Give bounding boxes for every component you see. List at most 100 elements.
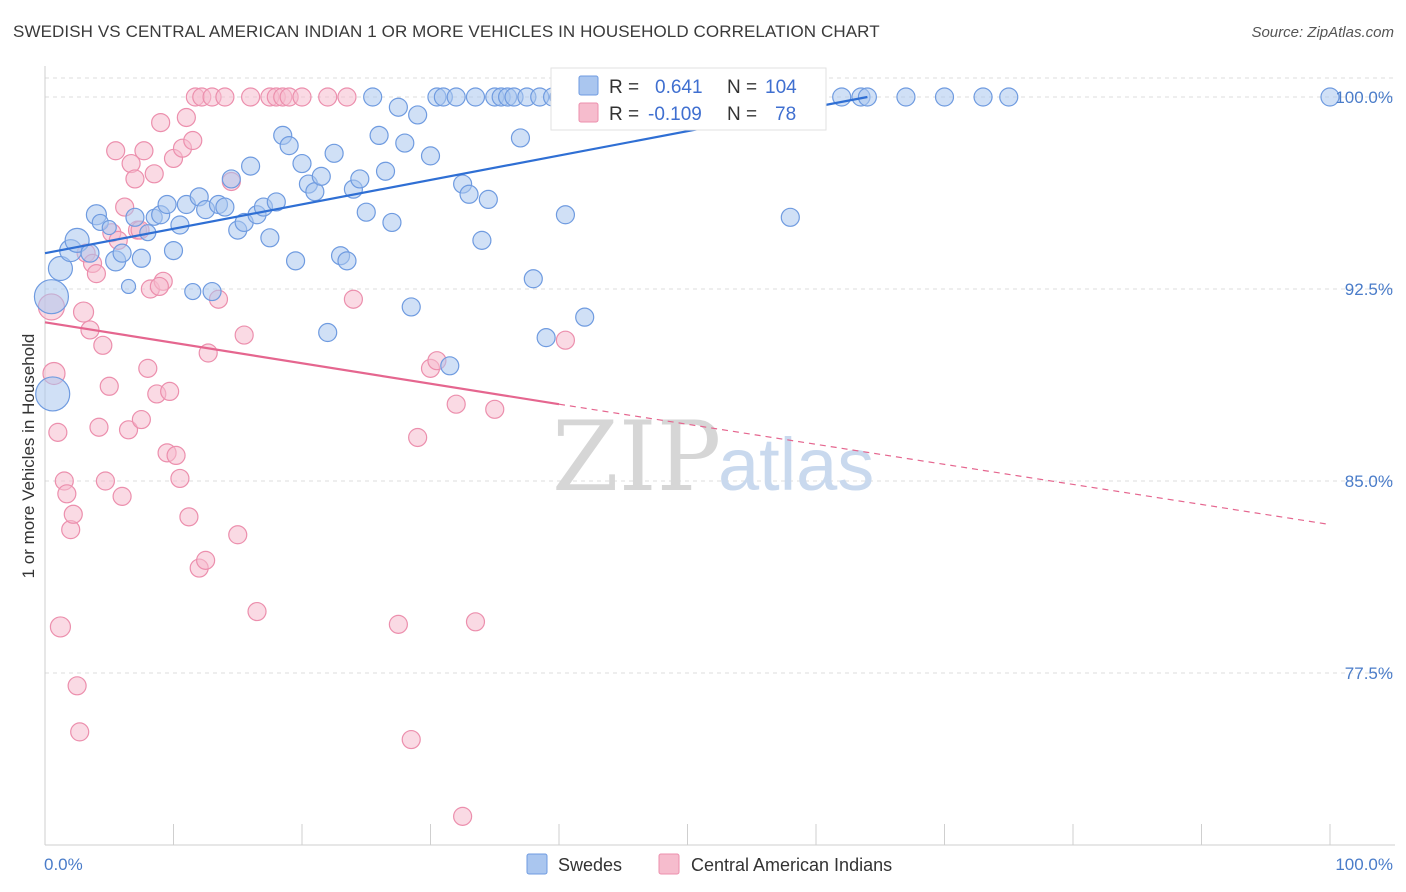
central-american-indians-point [144, 164, 164, 184]
central-american-indians-point [318, 87, 338, 107]
central-american-indians-point [112, 486, 132, 506]
swedes-point [388, 97, 408, 117]
swedes-point [260, 228, 280, 248]
swedes-point [47, 255, 74, 282]
swedes-point [279, 136, 299, 156]
swedes-point [120, 278, 137, 295]
legend-label-central-american-indians: Central American Indians [691, 855, 892, 875]
swedes-point [363, 87, 383, 107]
swedes-point [292, 153, 312, 174]
central-american-indians-point [72, 301, 95, 323]
swedes-point [934, 87, 955, 107]
swedes-point [896, 87, 916, 107]
swedes-point [446, 87, 466, 107]
swedes-point [112, 243, 132, 263]
stats-r-label-cai: R = [609, 104, 639, 125]
swedes-point [215, 197, 235, 217]
central-american-indians-point [401, 729, 421, 750]
x-tick-label: 100.0% [1335, 855, 1393, 874]
legend-swatch-central-american-indians [658, 853, 680, 875]
swedes-point [369, 125, 389, 145]
central-american-indians-point [131, 409, 151, 430]
swedes-point [318, 322, 338, 343]
legend-swatch-swedes [526, 853, 548, 875]
central-american-indians-point [149, 276, 169, 297]
stats-r-label-swedes: R = [609, 77, 639, 98]
swedes-point [420, 146, 441, 166]
swedes-point [163, 241, 184, 261]
central-american-indians-point [166, 445, 186, 465]
stats-swatch-swedes [578, 75, 599, 96]
central-american-indians-point [138, 358, 158, 378]
swedes-point [575, 307, 595, 327]
series-swedes [33, 87, 1340, 412]
central-american-indians-point [388, 614, 408, 634]
central-american-indians-point [125, 169, 145, 189]
central-american-indians-point [337, 87, 357, 107]
x-tick-label: 0.0% [44, 855, 83, 874]
watermark-zip: ZIP [552, 401, 721, 513]
swedes-point [459, 184, 479, 204]
swedes-point [285, 251, 306, 271]
central-american-indians-point [99, 376, 119, 396]
central-american-indians-point [176, 107, 196, 128]
stats-n-label-cai: N = [727, 104, 757, 125]
central-american-indians-point [408, 427, 428, 448]
central-american-indians-trend-extension [558, 403, 1331, 526]
swedes-point [523, 269, 543, 289]
central-american-indians-point [215, 87, 235, 107]
swedes-point [382, 212, 402, 233]
series-legend: Swedes Central American Indians [526, 853, 892, 875]
central-american-indians-point [106, 141, 126, 161]
swedes-point [157, 194, 177, 215]
central-american-indians-point [95, 471, 115, 491]
swedes-point [337, 251, 357, 271]
central-american-indians-point [86, 264, 107, 284]
swedes-point [375, 161, 396, 181]
central-american-indians-point [118, 420, 139, 440]
stats-legend: R = 0.641 N = 104 R = -0.109 N = 78 [550, 67, 827, 131]
y-tick-label: 100.0% [1335, 88, 1393, 107]
central-american-indians-point [160, 381, 180, 401]
swedes-point [356, 202, 376, 222]
central-american-indians-point [63, 504, 83, 524]
swedes-point [202, 281, 222, 302]
stats-n-value-swedes: 104 [765, 77, 797, 98]
swedes-point [510, 128, 531, 148]
swedes-point [266, 192, 286, 212]
swedes-point [35, 376, 71, 412]
swedes-point [324, 143, 344, 163]
swedes-point [131, 248, 151, 268]
swedes-point [170, 215, 190, 235]
central-american-indians-point [134, 141, 154, 161]
y-tick-label: 77.5% [1345, 664, 1393, 683]
central-american-indians-point [292, 87, 312, 107]
central-american-indians-point [343, 289, 363, 309]
swedes-point [350, 169, 370, 189]
central-american-indians-point [67, 676, 87, 696]
central-american-indians-point [247, 601, 267, 622]
legend-label-swedes: Swedes [558, 855, 622, 875]
swedes-point [241, 156, 261, 176]
central-american-indians-trend-line [44, 321, 560, 406]
central-american-indians-point [485, 399, 505, 419]
y-tick-label: 92.5% [1345, 280, 1393, 299]
chart-title: SWEDISH VS CENTRAL AMERICAN INDIAN 1 OR … [13, 22, 880, 41]
central-american-indians-point [70, 722, 90, 742]
central-american-indians-point [465, 612, 486, 632]
swedes-point [555, 205, 576, 225]
stats-r-value-cai: -0.109 [648, 104, 702, 125]
central-american-indians-point [241, 87, 261, 107]
swedes-point [440, 356, 460, 376]
swedes-point [101, 219, 117, 236]
swedes-point [999, 87, 1019, 107]
swedes-point [184, 282, 202, 301]
swedes-point [311, 166, 331, 186]
swedes-point [408, 105, 428, 125]
central-american-indians-point [179, 507, 199, 527]
swedes-point [536, 328, 556, 348]
central-american-indians-point [49, 616, 72, 638]
series-central-american-indians [37, 87, 576, 826]
swedes-point [395, 133, 415, 153]
